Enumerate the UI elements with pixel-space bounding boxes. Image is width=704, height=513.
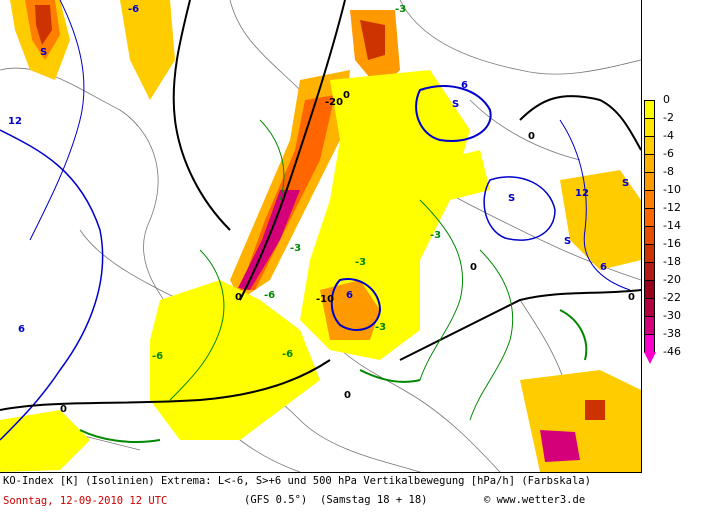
- legend-label: -4: [663, 129, 674, 142]
- isoline-label: 6: [600, 262, 607, 273]
- isoline-label: -6: [282, 349, 293, 360]
- legend-swatch: [644, 244, 655, 263]
- legend-label: -12: [663, 201, 681, 214]
- extremum-label: S: [622, 178, 629, 189]
- credit-link[interactable]: © www.wetter3.de: [484, 494, 586, 506]
- isoline-label: -6: [128, 4, 139, 15]
- isoline-label: 0: [528, 131, 535, 142]
- legend-label: -10: [663, 183, 681, 196]
- valid-date: Sonntag, 12-09-2010 12 UTC: [3, 495, 168, 507]
- legend-swatch: [644, 136, 655, 155]
- legend-swatch: [644, 316, 655, 335]
- legend-swatch: [644, 100, 655, 119]
- legend-swatch: [644, 298, 655, 317]
- legend-swatch: [644, 172, 655, 191]
- isoline-label: 0: [235, 292, 242, 303]
- isoline-label: 12: [575, 188, 589, 199]
- fill-area: [238, 190, 300, 290]
- legend-swatch: [644, 262, 655, 281]
- legend-label: -6: [663, 147, 674, 160]
- legend-top-arrow: [644, 86, 656, 100]
- legend-label: -16: [663, 237, 681, 250]
- isoline-label: 0: [470, 262, 477, 273]
- extremum-label: S: [452, 99, 459, 110]
- map-canvas: -6 S 12 6 0 -3 S S 6 0 -6 -3 0 12 S 6 0 …: [0, 0, 641, 472]
- fill-area: [360, 20, 385, 60]
- fill-area: [540, 430, 580, 462]
- legend-swatch: [644, 190, 655, 209]
- legend-label: -22: [663, 291, 681, 304]
- isoline-label: 0: [628, 292, 635, 303]
- isoline-label: -20: [325, 97, 343, 108]
- ko-isolines: [0, 0, 641, 443]
- isoline-label: -10: [316, 294, 334, 305]
- fill-area: [560, 170, 641, 270]
- weather-map: -6 S 12 6 0 -3 S S 6 0 -6 -3 0 12 S 6 0 …: [0, 0, 642, 473]
- legend-label: -8: [663, 165, 674, 178]
- map-caption: KO-Index [K] (Isolinien) Extrema: L<-6, …: [3, 475, 591, 487]
- fill-area: [120, 0, 175, 100]
- isoline-labels: -6 S 12 6 0 -3 S S 6 0 -6 -3 0 12 S 6 0 …: [8, 4, 635, 415]
- legend-swatch: [644, 118, 655, 137]
- legend-label: -20: [663, 273, 681, 286]
- isoline-label: -3: [395, 4, 406, 15]
- legend-label: -18: [663, 255, 681, 268]
- fill-area: [440, 150, 490, 200]
- legend-label: -38: [663, 327, 681, 340]
- color-scale-legend: 0 -2 -4 -6 -8 -10 -12 -14 -16 -18 -20 -22 -30 -38 -46: [641, 86, 704, 386]
- isoline-label: -3: [430, 230, 441, 241]
- legend-swatch: [644, 208, 655, 227]
- isoline-label: 0: [344, 390, 351, 401]
- legend-bottom-arrow: [644, 352, 656, 364]
- legend-swatch: [644, 154, 655, 173]
- isoline-label: -6: [152, 351, 163, 362]
- legend-label: -46: [663, 345, 681, 358]
- isoline-label: 6: [346, 290, 353, 301]
- isoline-label: 0: [343, 90, 350, 101]
- legend-label: 0: [663, 93, 670, 106]
- legend-swatch: [644, 280, 655, 299]
- legend-label: -30: [663, 309, 681, 322]
- isoline-label: -3: [375, 322, 386, 333]
- legend-label: -2: [663, 111, 674, 124]
- fill-area: [520, 370, 641, 472]
- isoline-label: -3: [355, 257, 366, 268]
- legend-label: -14: [663, 219, 681, 232]
- isoline-label: -3: [290, 243, 301, 254]
- vertical-motion-fills: [0, 0, 641, 472]
- isoline-label: 12: [8, 116, 22, 127]
- extremum-label: S: [508, 193, 515, 204]
- isoline-label: 6: [461, 80, 468, 91]
- fill-area: [320, 280, 380, 340]
- isoline-label: 0: [60, 404, 67, 415]
- model-label: (GFS 0.5°): [244, 494, 308, 506]
- fill-area: [0, 410, 90, 472]
- fill-area: [35, 5, 52, 45]
- isoline-label: 6: [18, 324, 25, 335]
- extremum-label: S: [40, 47, 47, 58]
- legend-swatch: [644, 226, 655, 245]
- legend-swatch: [644, 334, 655, 353]
- run-label: (Samstag 18 + 18): [320, 494, 428, 506]
- isoline-label: -6: [264, 290, 275, 301]
- extremum-label: S: [564, 236, 571, 247]
- fill-area: [585, 400, 605, 420]
